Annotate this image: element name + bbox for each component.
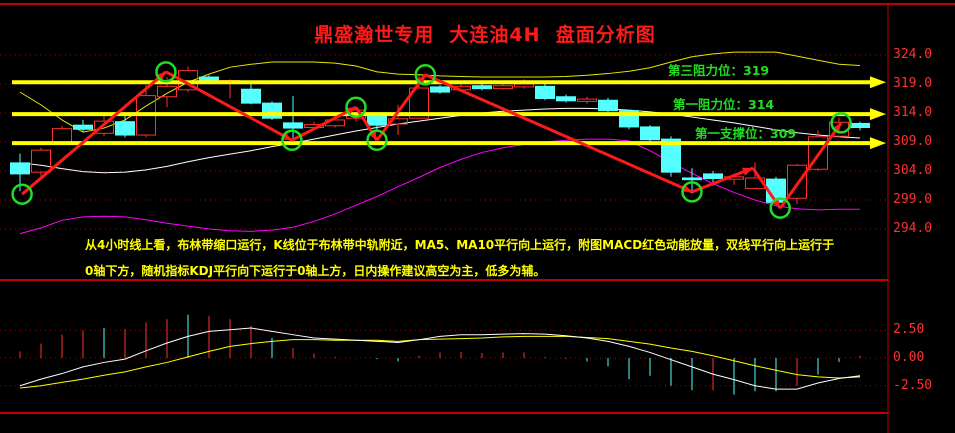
turning-point-circle [830, 112, 852, 134]
bearish-candle [10, 162, 30, 175]
bearish-candle [640, 126, 660, 141]
bearish-candle [850, 122, 870, 129]
key-level-arrow-icon [870, 108, 886, 121]
turning-point-circle [11, 183, 33, 205]
bullish-candle [388, 118, 408, 125]
bullish-candle [808, 136, 828, 170]
bullish-candle [577, 98, 597, 102]
price-tick-label: 319.0 [893, 76, 933, 91]
bullish-candle [31, 149, 51, 173]
macd-plot [19, 314, 861, 395]
resistance-1-label: 第一阻力位：314 [673, 97, 775, 112]
macd-tick-label: 2.50 [893, 322, 925, 338]
turning-point-circle [769, 197, 791, 219]
turning-point-circle [345, 96, 367, 118]
turning-point-circle [366, 129, 388, 152]
bearish-candle [73, 124, 93, 130]
bearish-candle [556, 96, 576, 102]
macd-dea-line [19, 335, 861, 389]
turning-point-circle [155, 61, 177, 83]
bullish-candle [52, 128, 72, 144]
bearish-candle [703, 173, 723, 180]
macd-dif-line [19, 327, 861, 390]
price-tick-label: 294.0 [893, 221, 933, 236]
bollinger-mid-line [19, 107, 861, 174]
bearish-candle [661, 138, 681, 173]
bearish-candle [535, 85, 555, 99]
bullish-candle [157, 85, 177, 98]
bearish-candle [598, 99, 618, 112]
price-tick-label: 314.0 [893, 105, 933, 120]
trend-arrow-segment [778, 121, 843, 209]
trend-arrow-segment [691, 166, 754, 194]
price-tick-label: 324.0 [893, 47, 933, 62]
bullish-candle [514, 83, 534, 88]
commentary-line-1: 从4小时线上看，布林带缩口运行，K线位于布林带中轨附近，MA5、MA10平行向上… [85, 238, 835, 252]
key-level-arrow-icon [870, 137, 886, 150]
price-plot [10, 51, 886, 398]
bollinger-upper-line [19, 51, 861, 133]
commentary-line-2: 0轴下方，随机指标KDJ平行向下运行于0轴上方，日内操作建议高空为主，低多为辅。 [85, 264, 546, 278]
bearish-candle [682, 177, 702, 181]
bullish-candle [493, 85, 513, 90]
trend-arrow-segment [291, 105, 357, 142]
trend-arrowhead-icon [741, 167, 753, 176]
trend-arrowhead-icon [155, 71, 166, 82]
bollinger-lower-line [19, 138, 860, 235]
bearish-candle [430, 86, 450, 93]
resistance-3-label: 第三阻力位：319 [668, 63, 770, 78]
macd-highlight-ellipse [799, 340, 883, 398]
trend-arrow-segment [424, 73, 693, 194]
macd-tick-label: -2.50 [893, 377, 933, 393]
bearish-candle [367, 115, 387, 126]
price-tick-label: 304.0 [893, 163, 933, 178]
price-tick-label: 299.0 [893, 192, 933, 207]
turning-point-circle [681, 181, 703, 203]
price-tick-label: 309.0 [893, 134, 933, 149]
turning-point-circle [281, 129, 303, 152]
bullish-candle [409, 87, 429, 119]
bullish-candle [787, 164, 807, 199]
support-1-label: 第一支撑位：309 [695, 126, 797, 141]
bearish-candle [283, 122, 303, 129]
bearish-candle [472, 85, 492, 90]
trend-arrow-segment [165, 70, 293, 142]
macd-tick-label: 0.00 [893, 350, 925, 365]
turning-point-circle [414, 63, 437, 86]
key-level-arrow-icon [870, 76, 886, 89]
chart-title: 鼎盛瀚世专用 大连油4H 盘面分析图 [314, 24, 656, 46]
trend-arrow-segment [21, 70, 167, 196]
trend-arrow-segment [375, 73, 427, 142]
bullish-candle [94, 120, 114, 134]
bearish-candle [241, 88, 261, 104]
bearish-candle [115, 121, 135, 136]
